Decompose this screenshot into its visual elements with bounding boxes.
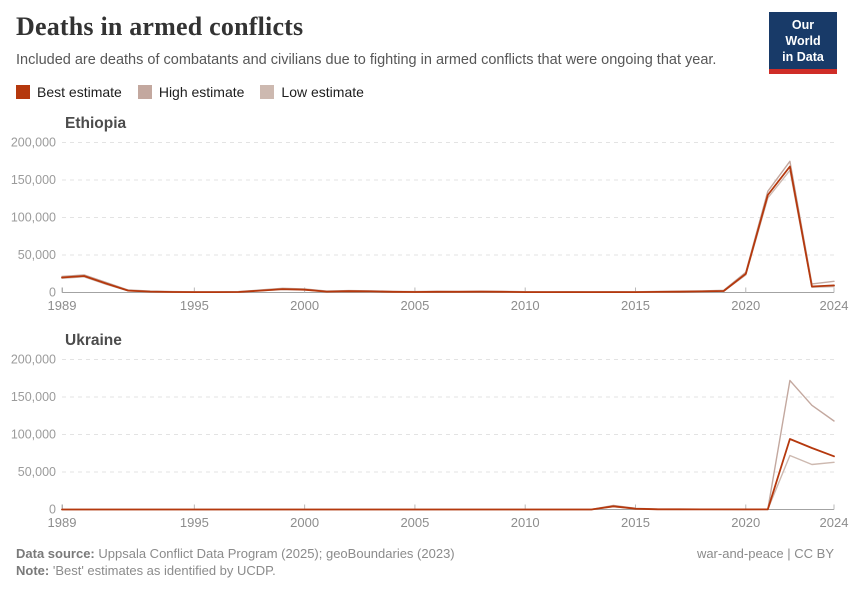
x-axis-tick-label: 1989 <box>48 298 77 313</box>
series-line-high-estimate[interactable] <box>61 160 835 293</box>
x-axis-tick-label: 2005 <box>400 298 429 313</box>
y-axis-tick-label: 200,000 <box>11 136 56 150</box>
y-axis-tick-label: 50,000 <box>18 248 56 262</box>
panel-title: Ukraine <box>65 332 122 349</box>
note-label: Note: <box>16 563 50 578</box>
owid-logo-red-bar <box>769 69 837 74</box>
ethiopia-chart-panel[interactable]: Ethiopia 0 50,000 100,000 150,000 200,000 1989… <box>0 106 850 321</box>
x-axis-tick-label: 2020 <box>731 515 760 530</box>
x-axis-tick-label: 2000 <box>290 515 319 530</box>
series-line-low-estimate[interactable] <box>61 454 835 511</box>
legend-label: Low estimate <box>281 84 364 100</box>
cc-by-link[interactable]: CC BY <box>794 546 834 561</box>
note-text: 'Best' estimates as identified by UCDP. <box>52 563 276 578</box>
y-axis-tick-label: 200,000 <box>11 353 56 367</box>
y-axis-tick-label: 0 <box>49 286 56 300</box>
chart-subtitle: Included are deaths of combatants and ci… <box>16 52 717 68</box>
data-source-text: Uppsala Conflict Data Program (2025); ge… <box>98 546 455 561</box>
legend-item-high-estimate: High estimate <box>137 84 245 100</box>
x-axis-tick-label: 2010 <box>511 298 540 313</box>
ukraine-chart-panel[interactable]: Ukraine 0 50,000 100,000 150,000 200,000 1989 1… <box>0 323 850 538</box>
owid-logo-text: Our World in Data <box>782 18 824 64</box>
y-axis-tick-label: 150,000 <box>11 173 56 187</box>
legend-swatch <box>260 85 275 99</box>
y-axis-tick-label: 150,000 <box>11 390 56 404</box>
y-axis-tick-label: 50,000 <box>18 465 56 479</box>
x-axis-tick-label: 2000 <box>290 298 319 313</box>
x-axis-tick-label: 2024 <box>820 515 849 530</box>
series-line-best-estimate[interactable] <box>61 165 835 294</box>
y-axis-tick-label: 100,000 <box>11 211 56 225</box>
series-line-best-estimate[interactable] <box>61 438 835 511</box>
x-axis-tick-label: 1989 <box>48 515 77 530</box>
x-axis-tick-label: 1995 <box>180 298 209 313</box>
panel-title: Ethiopia <box>65 115 127 132</box>
legend-item-best-estimate: Best estimate <box>16 84 122 100</box>
y-axis-tick-label: 0 <box>49 503 56 517</box>
x-axis-tick-label: 2020 <box>731 298 760 313</box>
x-axis-tick-label: 2015 <box>621 298 650 313</box>
x-axis-tick-label: 1995 <box>180 515 209 530</box>
footer-collection-name: war-and-peace <box>696 546 784 561</box>
owid-logo[interactable]: Our World in Data <box>769 12 837 74</box>
legend-label: High estimate <box>158 84 245 100</box>
chart-legend: Best estimate High estimate Low estimate <box>16 84 364 100</box>
series-line-low-estimate[interactable] <box>61 169 835 293</box>
legend-label: Best estimate <box>37 84 122 100</box>
page-title: Deaths in armed conflicts <box>16 12 304 41</box>
x-axis-tick-label: 2024 <box>820 298 849 313</box>
footer-attribution: war-and-peace | CC BY <box>696 546 834 561</box>
legend-swatch <box>137 85 152 99</box>
x-axis-tick-label: 2005 <box>400 515 429 530</box>
legend-item-low-estimate: Low estimate <box>260 84 364 100</box>
footer-note-line: Note: 'Best' estimates as identified by … <box>16 563 834 578</box>
footer-source-line: war-and-peace | CC BY Data source: Uppsa… <box>16 546 834 561</box>
series-line-high-estimate[interactable] <box>61 379 835 511</box>
y-axis-tick-label: 100,000 <box>11 428 56 442</box>
x-axis-tick-label: 2010 <box>511 515 540 530</box>
x-axis-tick-label: 2015 <box>621 515 650 530</box>
data-source-label: Data source: <box>16 546 95 561</box>
legend-swatch <box>16 85 30 99</box>
